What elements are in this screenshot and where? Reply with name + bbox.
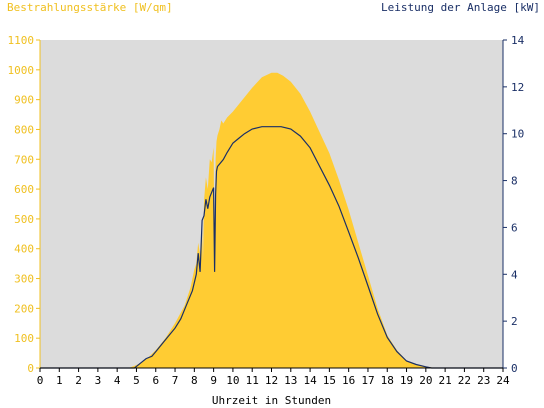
x-tick-label: 11 [246, 374, 259, 387]
x-axis-title: Uhrzeit in Stunden [212, 394, 331, 407]
right-tick-label: 12 [511, 81, 524, 94]
x-tick-label: 5 [133, 374, 140, 387]
x-tick-label: 3 [95, 374, 102, 387]
left-tick-label: 600 [14, 183, 34, 196]
left-tick-label: 300 [14, 273, 34, 286]
x-tick-label: 12 [265, 374, 278, 387]
left-tick-label: 1000 [8, 64, 35, 77]
right-axis-title: Leistung der Anlage [kW] [381, 1, 540, 14]
x-tick-labels: 0 1 2 3 4 5 6 7 8 9 10 11 12 13 14 15 16 17 18 19 20 21 22 23 24 [37, 374, 510, 387]
x-tick-label: 9 [210, 374, 217, 387]
tick-marks [36, 39, 507, 372]
left-tick-label: 400 [14, 243, 34, 256]
x-tick-label: 15 [323, 374, 336, 387]
right-tick-label: 2 [511, 315, 518, 328]
irradiance-area [40, 72, 503, 369]
x-tick-label: 22 [458, 374, 471, 387]
left-tick-label: 200 [14, 302, 34, 315]
left-tick-label: 100 [14, 332, 34, 345]
right-tick-label: 10 [511, 128, 524, 141]
power-line [40, 126, 503, 369]
x-tick-label: 24 [496, 374, 510, 387]
x-tick-label: 6 [152, 374, 159, 387]
x-tick-label: 23 [477, 374, 490, 387]
left-axis-title: Bestrahlungsstärke [W/qm] [7, 1, 173, 14]
x-tick-label: 20 [419, 374, 432, 387]
right-tick-label: 0 [511, 362, 518, 375]
x-tick-label: 7 [172, 374, 179, 387]
left-tick-label: 500 [14, 213, 34, 226]
right-tick-label: 14 [511, 34, 525, 47]
x-tick-label: 19 [400, 374, 413, 387]
x-tick-label: 17 [361, 374, 374, 387]
x-tick-label: 0 [37, 374, 44, 387]
x-tick-label: 18 [381, 374, 394, 387]
right-tick-labels: 0 2 4 6 8 10 12 14 [511, 34, 525, 375]
x-tick-label: 8 [191, 374, 198, 387]
right-tick-label: 6 [511, 221, 518, 234]
x-tick-label: 1 [56, 374, 63, 387]
left-tick-label: 800 [14, 123, 34, 136]
x-tick-label: 14 [303, 374, 317, 387]
x-tick-label: 16 [342, 374, 355, 387]
left-tick-label: 1100 [8, 34, 35, 47]
x-tick-label: 13 [284, 374, 297, 387]
left-tick-label: 0 [27, 362, 34, 375]
left-tick-labels: 0 100 200 300 400 500 600 700 800 900 1000 1100 [8, 34, 35, 375]
left-tick-label: 900 [14, 94, 34, 107]
x-tick-label: 21 [439, 374, 452, 387]
x-tick-label: 4 [114, 374, 121, 387]
x-tick-label: 10 [226, 374, 239, 387]
left-tick-label: 700 [14, 153, 34, 166]
x-tick-label: 2 [75, 374, 82, 387]
right-tick-label: 8 [511, 175, 518, 188]
right-tick-label: 4 [511, 268, 518, 281]
